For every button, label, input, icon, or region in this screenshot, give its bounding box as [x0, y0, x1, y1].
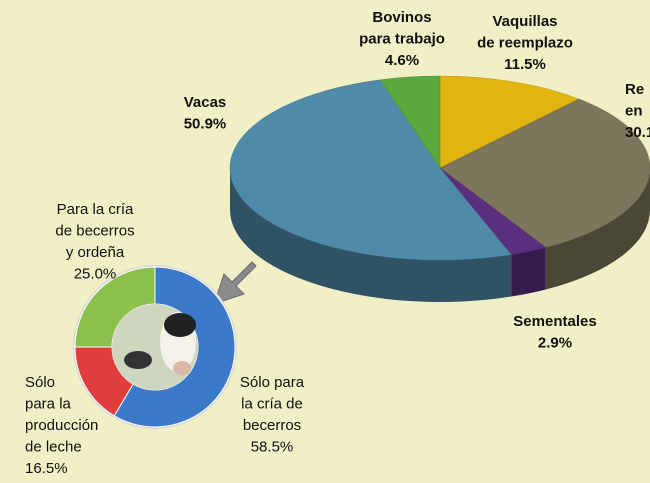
slice-label: Para la cría: [57, 201, 134, 218]
slice-label: de becerros: [55, 222, 134, 239]
slice-label: becerros: [243, 417, 301, 434]
slice-label: producción: [25, 417, 98, 434]
value-label: 2.9%: [538, 334, 572, 351]
value-label: 4.6%: [385, 52, 419, 69]
slice-label: Bovinos: [372, 9, 431, 26]
slice-label: en: [625, 102, 643, 119]
slice-label: la cría de: [241, 395, 303, 412]
slice-label: de reemplazo: [477, 34, 573, 51]
slice-label: para trabajo: [359, 30, 445, 47]
slice-side: [511, 247, 546, 296]
value-label: 50.9%: [184, 115, 227, 132]
slice-label: para la: [25, 395, 72, 412]
chart: Vaquillas de reemplazo 11.5% Re en 30.1% Semen…: [0, 0, 650, 483]
slice-label: Sólo para: [240, 374, 305, 391]
value-label: 16.5%: [25, 460, 68, 477]
slice-label: Vacas: [184, 94, 227, 111]
slice-label: Re: [625, 81, 644, 98]
value-label: 30.1%: [625, 124, 650, 141]
slice-label: Sólo: [25, 374, 55, 391]
value-label: 25.0%: [74, 265, 117, 282]
slice-label: y ordeña: [66, 244, 125, 261]
cow-photo: [112, 304, 198, 390]
value-label: 58.5%: [251, 438, 294, 455]
slice-label: Sementales: [513, 313, 596, 330]
value-label: 11.5%: [504, 56, 546, 73]
slice-label: Vaquillas: [492, 13, 557, 30]
slice-label: de leche: [25, 438, 82, 455]
